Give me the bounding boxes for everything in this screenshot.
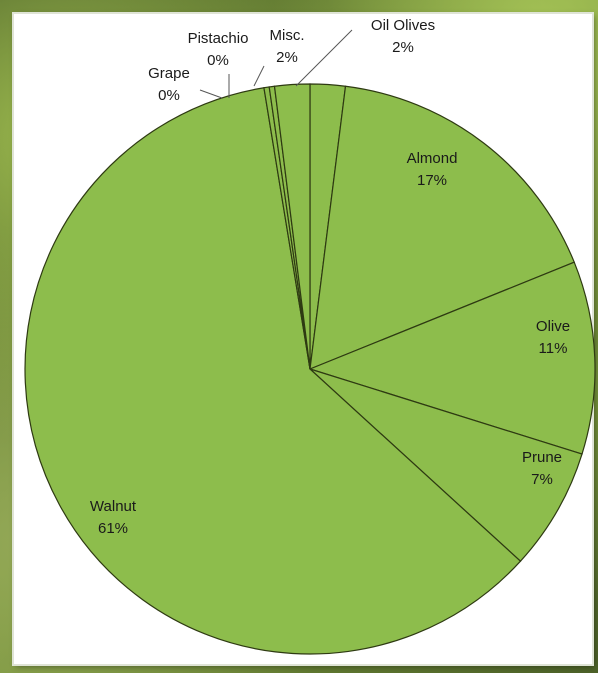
pie-slices bbox=[24, 83, 596, 655]
slice-label-grape: Grape bbox=[148, 65, 190, 82]
slice-label-pistachio: Pistachio bbox=[188, 30, 249, 47]
slice-label-prune: Prune bbox=[522, 449, 562, 466]
pie-slice-olive bbox=[308, 261, 596, 455]
slice-label-olive: Olive bbox=[536, 318, 570, 335]
leader-line-oil-olives bbox=[295, 29, 353, 87]
slice-label-oil-olives: Oil Olives bbox=[371, 17, 435, 34]
slice-percent-pistachio: 0% bbox=[207, 52, 229, 69]
pie-slice-almond bbox=[309, 85, 576, 370]
slice-percent-grape: 0% bbox=[158, 87, 180, 104]
slice-label-almond: Almond bbox=[407, 150, 458, 167]
pie-slice-misc bbox=[273, 83, 311, 370]
slice-label-walnut: Walnut bbox=[90, 498, 137, 515]
slice-percent-olive: 11% bbox=[539, 340, 568, 357]
slice-percent-prune: 7% bbox=[531, 471, 553, 488]
slice-percent-misc: 2% bbox=[276, 49, 298, 66]
slice-percent-walnut: 61% bbox=[98, 520, 128, 537]
slice-labels: Oil Olives 2% Almond 17% Olive 11% Prune 7% Waln… bbox=[90, 17, 570, 537]
slice-percent-almond: 17% bbox=[417, 172, 447, 189]
pie-slice-prune bbox=[309, 368, 583, 563]
leader-lines bbox=[199, 29, 353, 99]
slice-percent-oil-olives: 2% bbox=[392, 39, 414, 56]
leader-line-misc bbox=[253, 65, 265, 87]
leader-line-grape bbox=[199, 89, 223, 99]
slice-label-misc: Misc. bbox=[270, 27, 305, 44]
pie-slice-walnut bbox=[24, 87, 522, 655]
